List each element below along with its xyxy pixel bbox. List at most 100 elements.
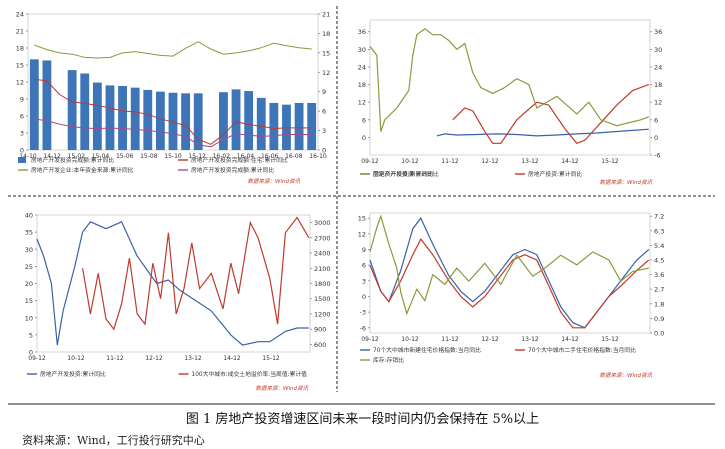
br-left-tick-label: 15 [358,215,366,223]
tl-series-line [34,41,312,59]
tl-x-tick-label: 15-02 [68,153,86,160]
bl-x-tick-label: 13-12 [184,355,202,362]
br-left-tick-label: 0 [362,293,366,301]
bl-right-tick-label: 3000 [314,219,331,227]
tr-left-tick-label: 36 [358,28,366,36]
tr-x-tick-label: 11-12 [441,158,459,165]
br-x-tick-label: 11-12 [441,336,459,343]
tl-bar [231,89,241,150]
figure-source: 资料来源：Wind，工行投行研究中心 [22,434,205,447]
tl-bar [80,73,90,150]
br-right-tick-label: 6.3 [654,227,664,235]
tr-series-line-2 [369,28,650,132]
tl-bar [269,102,279,150]
bl-right-tick-label: 2100 [314,265,331,273]
tl-left-tick-label: 6 [20,113,24,121]
tl-x-tick-label: 15-10 [164,153,182,160]
br-left-tick-label: -3 [360,309,366,317]
bl-x-tick-label: 12-12 [145,355,163,362]
tr-plot-area [369,19,651,156]
tr-left-tick-label: 24 [358,63,366,71]
tl-right-tick-label: 3 [322,127,326,135]
bl-left-tick-label: 10 [25,314,33,322]
tl-right-tick-label: 6 [322,108,326,116]
bl-right-tick-label: 1800 [314,280,331,288]
tr-x-tick-label: 09-12 [361,158,379,165]
tl-x-tick-label: 15-08 [140,153,158,160]
tr-legend-label: 房地产投资:累计同比 [528,170,582,178]
tr-series-line-1 [452,84,650,145]
br-x-tick-label: 10-12 [401,336,419,343]
tl-bar [155,91,165,150]
br-x-tick-label: 15-12 [601,336,619,343]
tl-x-tick-label: 15-06 [116,153,134,160]
tl-watermark: 数据来源：Wind资讯 [248,178,301,185]
br-series-line-1 [369,237,650,329]
bl-legend-label: 房地产开发投资:累计同比 [40,370,106,378]
chart-bl: 0 5 10 15 20 25 30 35 40 600 900 1200 1500 1800 2100 24… [25,212,331,393]
tl-bar [105,85,115,150]
tr-x-tick-label: 14-12 [561,158,579,165]
tr-x-tick-label: 13-12 [521,158,539,165]
bl-right-tick-label: 900 [314,326,326,334]
tl-bar [130,87,140,150]
bl-x-tick-label: 15-12 [262,355,280,362]
tl-x-tick-label: 16-04 [237,153,255,160]
br-x-tick-label: 13-12 [521,336,539,343]
tl-bar [168,92,178,150]
tl-left-tick-label: 9 [20,96,24,104]
br-series-line-0 [369,217,650,329]
tl-left-tick-label: 3 [20,130,24,138]
chart-tl: 0 3 6 9 12 15 18 21 24 0 3 6 9 12 15 18 21 14-10 14-12 15-0… [16,11,331,186]
tl-legend-label: 房地产开发投资完成额:住宅:累计同比 [191,156,288,164]
bl-left-tick-label: 25 [25,263,33,271]
tl-x-tick-label: 16-06 [261,153,279,160]
tr-legend-label: 固定资产投资:累计同比 [373,170,433,178]
tr-right-tick-label: 18 [654,81,662,89]
br-left-tick-label: -6 [360,324,366,332]
bl-left-tick-label: 35 [25,229,33,237]
tr-legend-label: 房地产开发投资:累计同比 [373,170,439,178]
tl-bar [193,93,203,150]
tl-right-tick-label: 15 [322,49,330,57]
br-right-tick-label: 0.9 [654,315,664,323]
bl-right-tick-label: 1200 [314,310,331,318]
tl-right-tick-label: 9 [322,88,326,96]
tr-x-tick-label: 15-12 [601,158,619,165]
tl-bar [42,60,52,150]
tl-bar [29,59,39,151]
tr-series-line-0 [436,128,649,137]
tl-right-tick-label: 18 [322,30,330,38]
br-right-tick-label: 1.8 [654,300,664,308]
tl-x-tick-label: 15-04 [92,153,110,160]
tl-legend-label: 房地产开发企业:本年资金来源:累计同比 [31,166,134,174]
bl-right-tick-label: 2700 [314,234,331,242]
tl-bar [181,93,191,150]
br-x-tick-label: 12-12 [481,336,499,343]
tr-left-tick-label: 6 [362,116,366,124]
tl-x-tick-label: 16-08 [285,153,303,160]
tl-x-tick-label: 14-12 [43,153,61,160]
br-plot-area [369,212,651,334]
tl-legend-swatch [18,157,26,163]
tl-right-tick-label: 21 [322,11,330,19]
tr-right-tick-label: 6 [654,116,658,124]
bl-x-tick-label: 11-12 [106,355,124,362]
tl-bar [118,85,127,150]
br-legend-label: 库存:存销比 [373,356,404,364]
tl-left-tick-label: 12 [16,79,24,87]
tl-left-tick-label: 24 [16,11,24,19]
tl-x-tick-label: 14-10 [19,153,37,160]
tr-x-tick-label: 10-12 [401,158,419,165]
tl-legend-label: 房地产开发投资完成额:累计同比 [191,166,274,174]
tl-left-tick-label: 18 [16,45,24,53]
bl-right-tick-label: 2400 [314,250,331,258]
tl-bar [294,102,304,150]
tr-right-tick-label: 12 [654,99,662,107]
tl-left-tick-label: 0 [20,147,24,155]
tr-left-tick-label: 0 [362,134,366,142]
tl-bar [219,92,228,150]
tr-left-tick-label: 30 [358,46,366,54]
br-right-tick-label: 2.7 [654,286,664,294]
